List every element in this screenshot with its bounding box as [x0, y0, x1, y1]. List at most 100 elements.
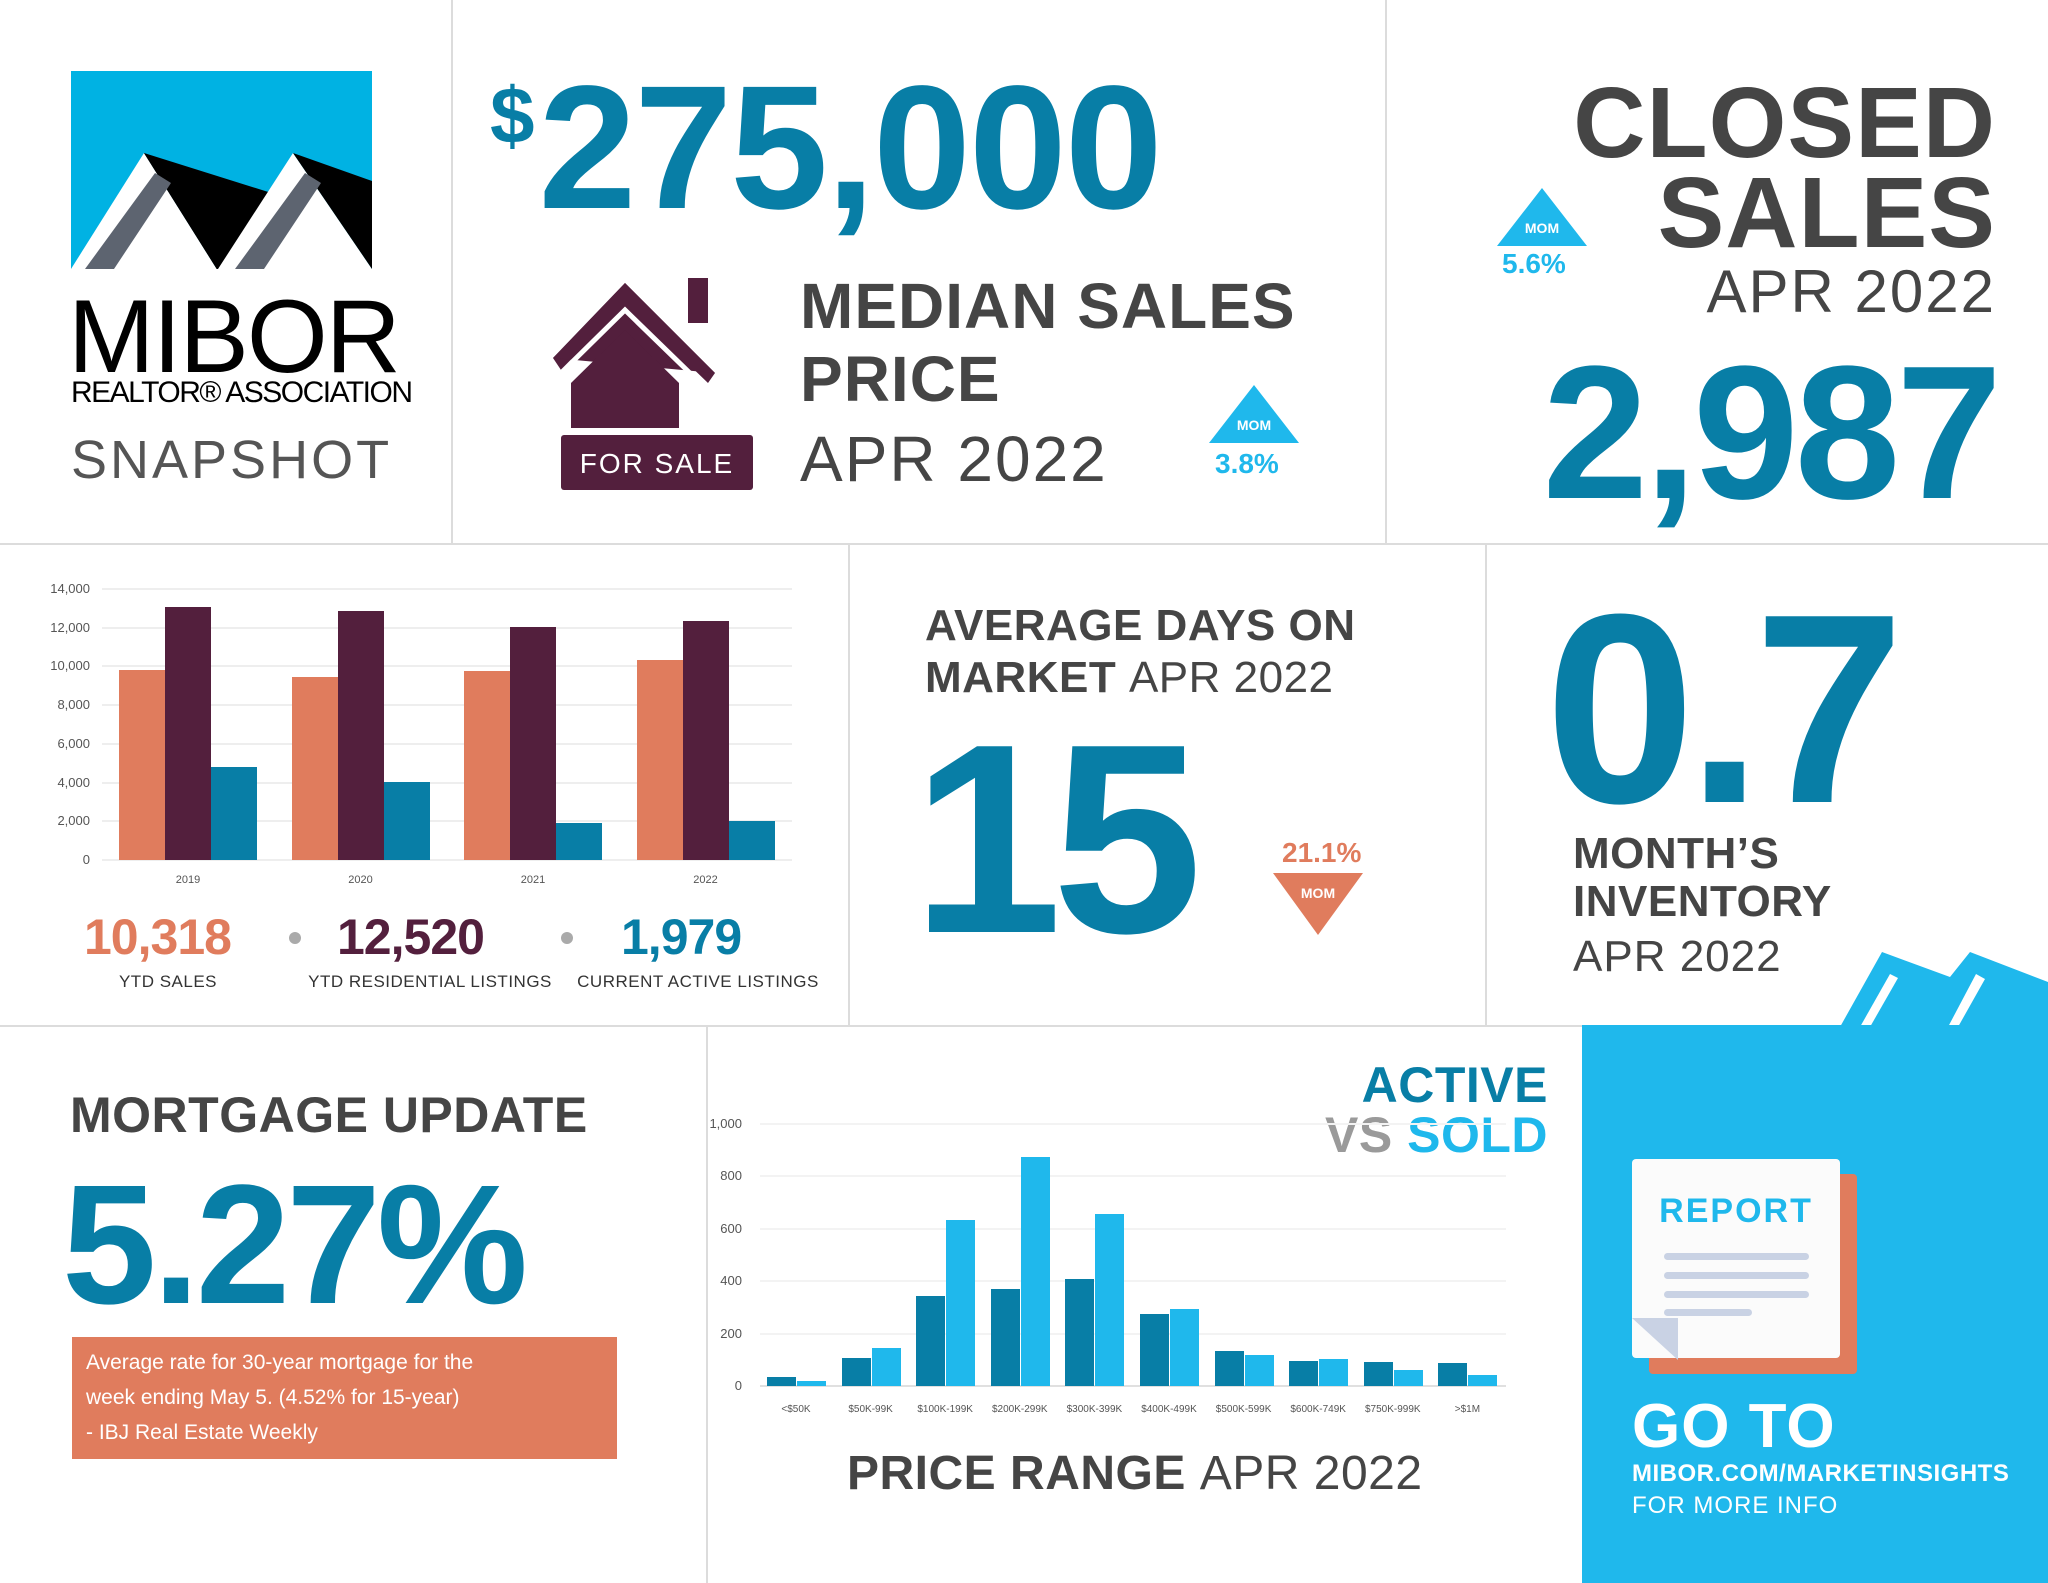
- gridline: [102, 704, 792, 707]
- closed-sales-period: APR 2022: [1706, 258, 1996, 325]
- logo-tagline: SNAPSHOT: [71, 430, 393, 490]
- days-on-market-value: 15: [912, 689, 1202, 990]
- x-axis-tick: $100K-199K: [917, 1404, 973, 1415]
- bar-active: [767, 1376, 796, 1386]
- gridline: [760, 1385, 1506, 1387]
- mom-down-arrow-icon: MOM: [1273, 873, 1363, 935]
- y-axis-tick: 2,000: [57, 813, 90, 829]
- divider: [0, 543, 2048, 545]
- mom-up-arrow-icon: MOM: [1497, 188, 1587, 246]
- y-axis-tick: 4,000: [57, 774, 90, 790]
- divider: [1485, 545, 1487, 1025]
- separator-dot: [289, 932, 301, 944]
- bar-current-active-listings: [728, 821, 775, 860]
- gridline: [102, 781, 792, 784]
- divider: [451, 0, 453, 543]
- x-axis-tick: 2021: [520, 874, 546, 886]
- mom-up-arrow-icon: MOM: [1209, 385, 1299, 443]
- gridline: [102, 742, 792, 745]
- bar-active: [841, 1358, 871, 1386]
- gridline: [102, 820, 792, 823]
- active-vs-sold-heading: ACTIVE VS SOLD: [1324, 1057, 1548, 1163]
- x-axis-tick: <$50K: [781, 1404, 811, 1415]
- bar-current-active-listings: [556, 823, 602, 860]
- gridline: [760, 1227, 1506, 1230]
- bar-ytd-residential-listings: [165, 607, 211, 860]
- separator-dot: [561, 932, 573, 944]
- ytd-listings-label: YTD RESIDENTIAL LISTINGS: [308, 972, 552, 991]
- y-axis-tick: 0: [734, 1378, 742, 1393]
- bar-ytd-residential-listings: [337, 611, 384, 860]
- bar-sold: [1393, 1369, 1423, 1386]
- bar-current-active-listings: [383, 781, 430, 860]
- y-axis-tick: 12,000: [50, 619, 90, 635]
- bar-active: [1289, 1361, 1319, 1386]
- bar-active: [1065, 1278, 1095, 1386]
- divider: [706, 1027, 708, 1583]
- bar-ytd-sales: [636, 660, 683, 860]
- closed-sales-value: 2,987: [1542, 327, 2002, 539]
- mortgage-note: Average rate for 30-year mortgage for th…: [72, 1337, 617, 1459]
- bar-ytd-sales: [291, 677, 338, 860]
- mountain-peaks-icon: [1840, 952, 2048, 1027]
- bar-sold: [1170, 1308, 1199, 1386]
- x-axis-tick: 2019: [175, 874, 201, 886]
- bar-sold: [1468, 1374, 1498, 1386]
- divider: [0, 1025, 1582, 1027]
- bar-sold: [1319, 1359, 1349, 1386]
- bar-active: [990, 1289, 1020, 1386]
- y-axis-tick: 8,000: [57, 697, 90, 713]
- y-axis-tick: 200: [720, 1325, 742, 1341]
- days-on-market-title: AVERAGE DAYS ON MARKET APR 2022: [925, 601, 1356, 702]
- bar-ytd-sales: [464, 671, 510, 860]
- bar-sold: [871, 1348, 901, 1386]
- inventory-value: 0.7: [1545, 559, 1904, 860]
- gridline: [760, 1332, 1506, 1335]
- ytd-listings-value: 12,520: [337, 909, 485, 965]
- market-insights-link[interactable]: MIBOR.COM/MARKETINSIGHTS: [1632, 1460, 2010, 1487]
- goto-heading: GO TO: [1632, 1392, 1836, 1461]
- gridline: [760, 1280, 1506, 1283]
- logo-subtitle: REALTOR® ASSOCIATION: [71, 376, 413, 409]
- median-price-period: APR 2022: [800, 423, 1108, 495]
- x-axis-tick: $50K-99K: [848, 1404, 893, 1415]
- bar-current-active-listings: [211, 767, 257, 860]
- mortgage-rate: 5.27%: [62, 1150, 528, 1340]
- bar-sold: [1020, 1156, 1050, 1386]
- y-axis-tick: 10,000: [50, 658, 90, 674]
- bar-sold: [946, 1219, 976, 1386]
- x-axis-tick: $300K-399K: [1066, 1404, 1123, 1415]
- bar-active: [1363, 1362, 1393, 1386]
- days-on-market-mom-pct: 21.1%: [1282, 837, 1362, 868]
- ytd-bar-chart: 0 2,000 4,000 6,000 8,000 10,000 12,000 14,000 2…: [40, 580, 800, 886]
- x-axis-tick: $200K-299K: [991, 1404, 1048, 1415]
- closed-sales-mom-pct: 5.6%: [1502, 248, 1566, 279]
- bar-sold: [797, 1381, 826, 1386]
- closed-sales-title: CLOSED SALES: [1573, 67, 1996, 269]
- y-axis-tick: 600: [720, 1220, 742, 1236]
- y-axis-tick: 14,000: [50, 581, 90, 596]
- gridline: [102, 626, 792, 629]
- ytd-sales-label: YTD SALES: [118, 972, 218, 991]
- house-for-sale-icon: FOR SALE: [553, 278, 768, 498]
- gridline: [760, 1123, 1506, 1125]
- bar-active: [1214, 1350, 1244, 1386]
- bar-ytd-sales: [119, 670, 165, 860]
- y-axis-tick: 6,000: [57, 735, 90, 751]
- report-label: REPORT: [1659, 1192, 1813, 1230]
- inventory-period: APR 2022: [1573, 932, 1782, 981]
- y-axis-tick: 800: [720, 1168, 742, 1184]
- median-price-mom-pct: 3.8%: [1215, 448, 1279, 479]
- divider: [1385, 0, 1387, 543]
- x-axis-tick: $750K-999K: [1364, 1404, 1421, 1415]
- bar-ytd-residential-listings: [682, 620, 729, 860]
- x-axis-tick: $400K-499K: [1141, 1404, 1197, 1415]
- gridline: [102, 588, 792, 590]
- logo-wordmark: MIBOR: [68, 279, 401, 395]
- gridline: [102, 665, 792, 668]
- y-axis-tick: 0: [82, 852, 90, 867]
- mountain-logo-icon: [71, 71, 372, 269]
- mortgage-title: MORTGAGE UPDATE: [70, 1087, 588, 1143]
- bar-active: [916, 1295, 946, 1386]
- median-price-title: MEDIAN SALES PRICE: [800, 270, 1296, 415]
